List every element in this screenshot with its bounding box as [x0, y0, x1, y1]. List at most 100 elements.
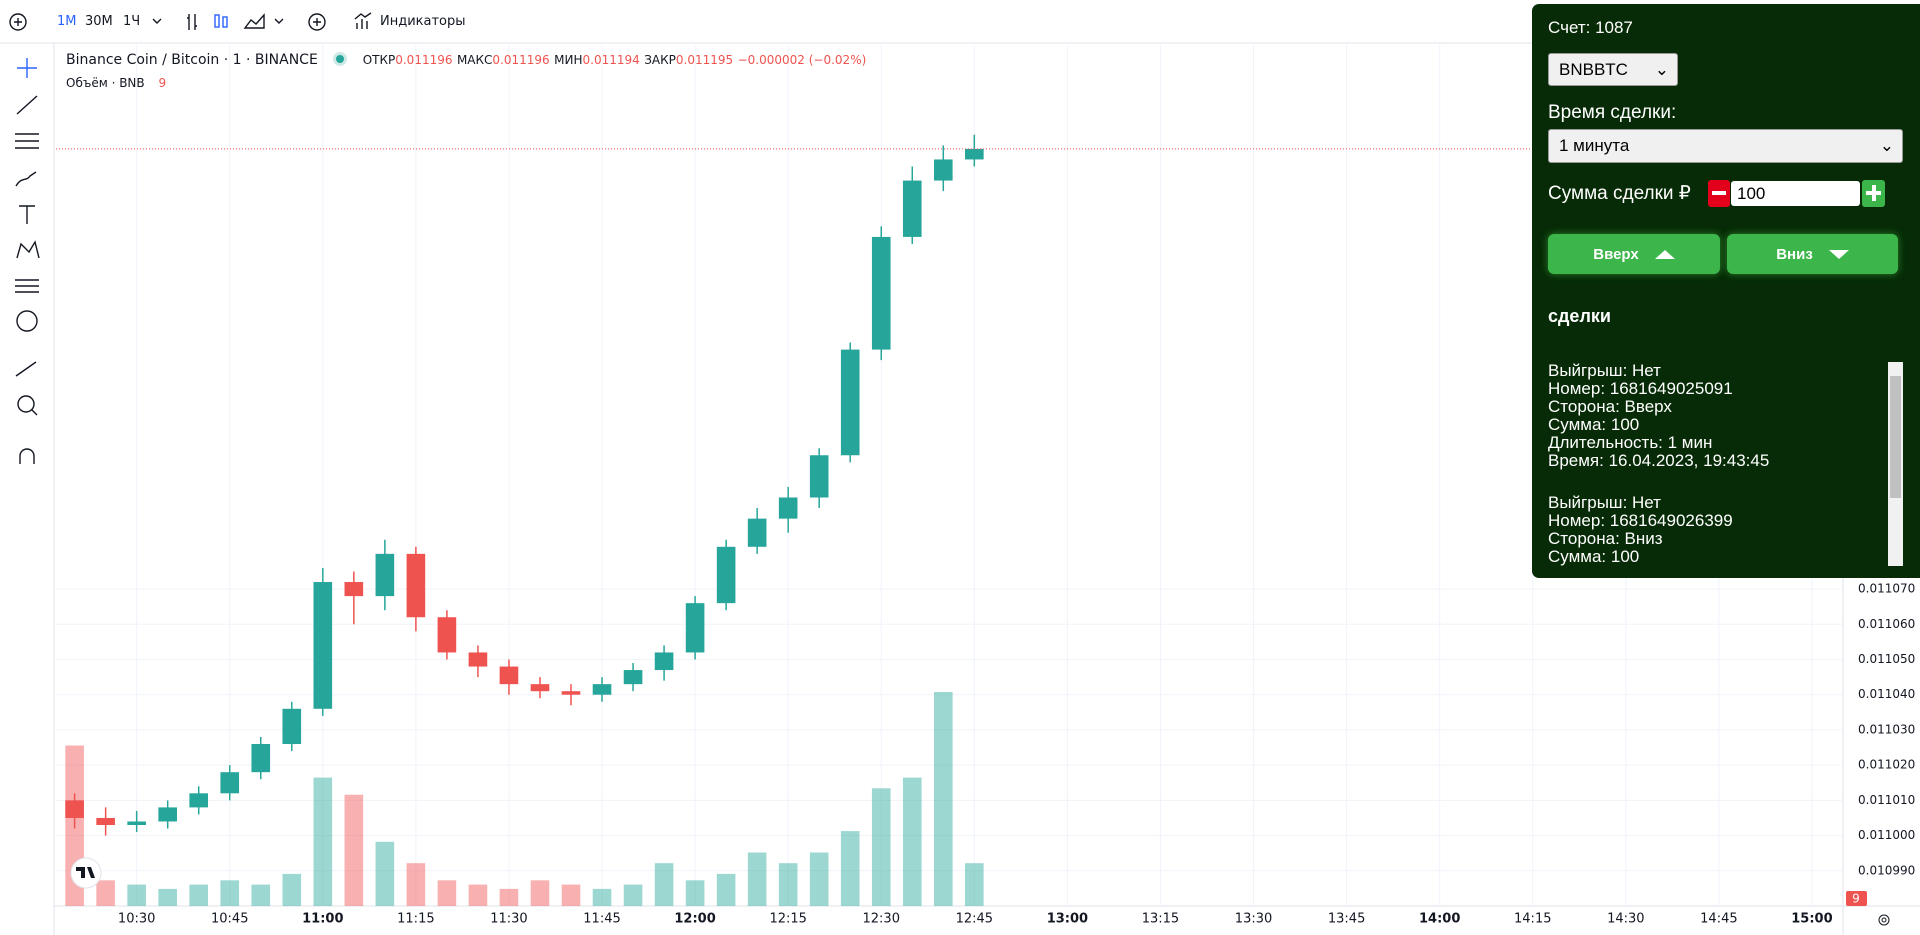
time-label: Время сделки: — [1548, 102, 1677, 123]
up-button[interactable]: Вверх — [1548, 234, 1720, 274]
y-tick-label: 0.011040 — [1858, 687, 1915, 701]
zoom[interactable] — [17, 395, 35, 413]
y-tick-label: 0.011060 — [1858, 617, 1915, 631]
interval[interactable]: 30М — [85, 14, 113, 29]
ohlc-value: 0.011196 — [395, 53, 453, 67]
area-style[interactable] — [243, 13, 265, 29]
volume-bar — [127, 884, 146, 906]
candle-body — [499, 666, 519, 685]
magnet[interactable] — [19, 448, 35, 464]
indicators-icon[interactable] — [354, 12, 372, 29]
candle-body — [344, 582, 364, 597]
add-symbol[interactable] — [9, 13, 27, 31]
scrollbar[interactable] — [1888, 362, 1903, 566]
ohlc-value: 0.011195 — [675, 53, 734, 67]
candle-body — [747, 518, 767, 547]
x-tick-label: 13:15 — [1142, 912, 1179, 927]
volume-bar — [313, 777, 333, 906]
down-button[interactable]: Вниз — [1727, 234, 1898, 274]
volume-value: 9 — [158, 76, 167, 90]
trade-line: Длительность: 1 мин — [1548, 433, 1713, 452]
minus-button[interactable] — [1708, 180, 1730, 207]
plus-button[interactable] — [1862, 180, 1885, 207]
compare[interactable] — [308, 13, 326, 31]
candle-body — [902, 180, 922, 237]
y-tick-label: 0.011020 — [1858, 758, 1915, 772]
candle-body — [437, 617, 457, 653]
prediction[interactable] — [15, 279, 39, 293]
y-tick-label: 0.011000 — [1858, 828, 1915, 842]
y-tick-label: 0.011050 — [1858, 652, 1915, 666]
marks — [56, 134, 1843, 906]
volume-bar — [158, 888, 177, 906]
volume-bar — [251, 884, 271, 906]
interval-menu[interactable] — [152, 18, 162, 24]
ohlc-label: МИН — [554, 53, 583, 67]
emoji[interactable] — [16, 310, 38, 332]
volume-bar — [871, 788, 891, 906]
volume-bar — [716, 873, 736, 906]
trades-list: Выйгрыш: Нет Номер: 1681649025091 Сторона:… — [1548, 362, 1888, 566]
interval[interactable]: 1Ч — [123, 14, 141, 29]
x-tick-label: 12:00 — [674, 912, 715, 927]
trade-line: Время: 16.04.2023, 19:43:45 — [1548, 451, 1770, 470]
candle-body — [623, 670, 643, 685]
x-tick-label: 10:45 — [211, 912, 248, 927]
indicators[interactable]: Индикаторы — [380, 14, 466, 29]
volume-bar — [189, 884, 209, 906]
volume-bar — [530, 880, 550, 906]
volume-bar — [344, 794, 364, 906]
volume-bar — [282, 873, 302, 906]
amount-label: Сумма сделки ₽ — [1548, 183, 1691, 204]
time-select[interactable]: 1 минута ⌄ — [1548, 129, 1903, 163]
x-tick-label: 11:30 — [490, 912, 527, 927]
ruler[interactable] — [15, 361, 37, 377]
x-tick-label: 12:30 — [863, 912, 900, 927]
candle-body — [592, 684, 612, 695]
candle-body — [282, 708, 302, 745]
candle-body — [220, 772, 240, 794]
volume-bar — [778, 863, 798, 906]
x-tick-label: 13:45 — [1328, 912, 1365, 927]
interval[interactable]: 1М — [57, 14, 77, 29]
settings[interactable] — [1878, 914, 1890, 926]
symbol-select[interactable]: BNBBTC ⌄ — [1548, 53, 1678, 86]
trend-line[interactable] — [16, 95, 38, 115]
candle-style[interactable] — [214, 14, 220, 28]
ohlc-value: 0.011194 — [582, 53, 640, 67]
volume-bar — [933, 692, 953, 906]
trade-line: Номер: 1681649026399 — [1548, 511, 1733, 530]
bar-style[interactable] — [187, 14, 197, 30]
trade-line: Сторона: Вверх — [1548, 397, 1672, 416]
account: Счет: 1087 — [1548, 18, 1633, 37]
toolbar-icons — [9, 12, 372, 31]
volume-bar — [375, 841, 395, 906]
trade-line: Номер: 1681649025091 — [1548, 379, 1733, 398]
down-label: Вниз — [1776, 245, 1813, 263]
x-tick-label: 14:45 — [1700, 912, 1737, 927]
volume-bar — [965, 863, 984, 906]
volume-bar — [685, 880, 705, 906]
pattern[interactable] — [16, 240, 40, 259]
volume-label: Объём · BNB — [66, 76, 145, 90]
fib[interactable] — [15, 133, 39, 149]
candle-body — [530, 684, 550, 692]
ohlc-value: 0.011196 — [492, 53, 550, 67]
volume-bar — [623, 884, 643, 906]
brush[interactable] — [15, 171, 37, 187]
x-tick-label: 12:45 — [956, 912, 993, 927]
style-menu[interactable] — [274, 18, 284, 24]
x-tick-label: 14:30 — [1607, 912, 1644, 927]
candle-body — [685, 603, 705, 653]
y-tick-label: 0.011010 — [1858, 793, 1915, 807]
candle-body — [65, 800, 84, 818]
x-tick-label: 12:15 — [769, 912, 806, 927]
amount-input[interactable]: 100 — [1731, 181, 1860, 206]
symbol-title: Binance Coin / Bitcoin · 1 · BINANCE — [66, 52, 318, 68]
x-tick-label: 10:30 — [118, 912, 155, 927]
text-tool[interactable] — [19, 205, 35, 224]
trades-title: сделки — [1548, 306, 1611, 326]
candle-body — [313, 582, 333, 709]
crosshair[interactable] — [17, 58, 37, 78]
x-tick-label: 11:45 — [583, 912, 620, 927]
